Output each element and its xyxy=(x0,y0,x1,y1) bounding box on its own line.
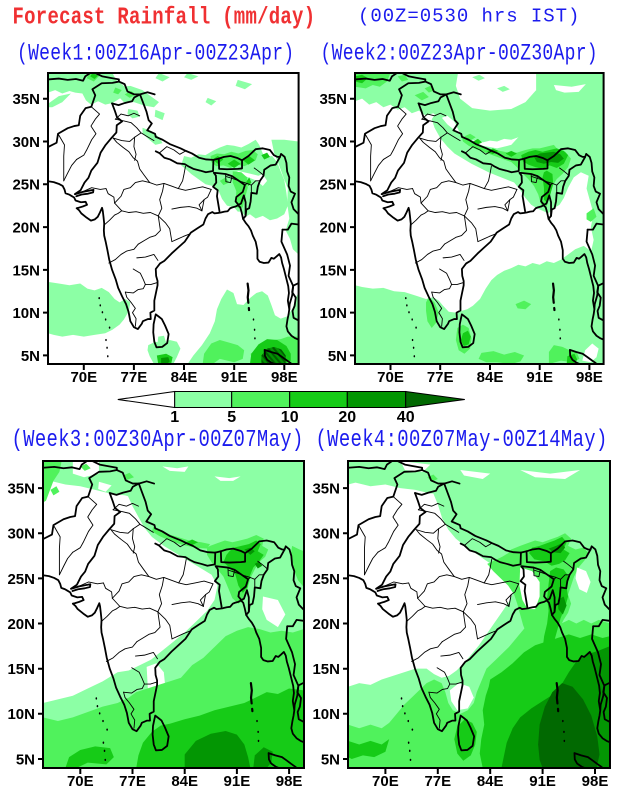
svg-text:5: 5 xyxy=(227,409,236,426)
svg-text:30N: 30N xyxy=(312,526,340,543)
svg-text:91E: 91E xyxy=(529,773,556,790)
svg-text:30N: 30N xyxy=(319,134,347,151)
svg-text:91E: 91E xyxy=(224,773,251,790)
svg-text:77E: 77E xyxy=(119,773,146,790)
svg-text:20N: 20N xyxy=(319,220,347,237)
svg-text:35N: 35N xyxy=(312,481,340,498)
svg-text:10N: 10N xyxy=(12,305,40,322)
svg-text:40: 40 xyxy=(397,409,415,426)
svg-text:15N: 15N xyxy=(319,262,347,279)
svg-text:30N: 30N xyxy=(7,526,35,543)
svg-text:30N: 30N xyxy=(12,134,40,151)
svg-text:10N: 10N xyxy=(7,706,35,723)
svg-text:10: 10 xyxy=(281,409,299,426)
svg-text:77E: 77E xyxy=(424,773,451,790)
svg-text:77E: 77E xyxy=(427,369,454,386)
svg-text:5N: 5N xyxy=(21,348,40,365)
svg-text:15N: 15N xyxy=(312,661,340,678)
svg-text:10N: 10N xyxy=(319,305,347,322)
svg-text:84E: 84E xyxy=(477,773,504,790)
svg-text:Forecast Rainfall (mm/day): Forecast Rainfall (mm/day) xyxy=(13,5,316,32)
svg-text:35N: 35N xyxy=(7,481,35,498)
svg-text:20N: 20N xyxy=(12,220,40,237)
svg-text:98E: 98E xyxy=(276,773,303,790)
svg-text:25N: 25N xyxy=(319,177,347,194)
svg-text:84E: 84E xyxy=(477,369,504,386)
svg-text:84E: 84E xyxy=(171,773,198,790)
svg-text:98E: 98E xyxy=(582,773,609,790)
svg-text:(Week3:00Z30Apr-00Z07May): (Week3:00Z30Apr-00Z07May) xyxy=(12,427,304,454)
svg-text:98E: 98E xyxy=(271,369,298,386)
svg-text:5N: 5N xyxy=(16,751,35,768)
svg-text:35N: 35N xyxy=(319,91,347,108)
svg-text:5N: 5N xyxy=(321,751,340,768)
svg-text:(00Z=0530 hrs IST): (00Z=0530 hrs IST) xyxy=(358,6,580,28)
svg-text:25N: 25N xyxy=(12,177,40,194)
svg-text:91E: 91E xyxy=(526,369,553,386)
svg-text:20N: 20N xyxy=(312,616,340,633)
svg-text:70E: 70E xyxy=(372,773,399,790)
svg-text:(Week2:00Z23Apr-00Z30Apr): (Week2:00Z23Apr-00Z30Apr) xyxy=(321,42,598,68)
svg-text:10N: 10N xyxy=(312,706,340,723)
svg-text:20N: 20N xyxy=(7,616,35,633)
svg-text:91E: 91E xyxy=(221,369,248,386)
svg-text:70E: 70E xyxy=(70,369,97,386)
svg-text:70E: 70E xyxy=(377,369,404,386)
svg-text:84E: 84E xyxy=(171,369,198,386)
svg-text:15N: 15N xyxy=(12,262,40,279)
svg-text:(Week4:00Z07May-00Z14May): (Week4:00Z07May-00Z14May) xyxy=(316,427,608,454)
svg-text:35N: 35N xyxy=(12,91,40,108)
svg-text:1: 1 xyxy=(170,409,179,426)
svg-text:77E: 77E xyxy=(121,369,148,386)
svg-text:15N: 15N xyxy=(7,661,35,678)
svg-text:98E: 98E xyxy=(576,369,603,386)
svg-text:25N: 25N xyxy=(312,571,340,588)
svg-text:25N: 25N xyxy=(7,571,35,588)
svg-text:(Week1:00Z16Apr-00Z23Apr): (Week1:00Z16Apr-00Z23Apr) xyxy=(17,42,294,68)
svg-text:5N: 5N xyxy=(328,348,347,365)
svg-text:20: 20 xyxy=(338,409,356,426)
svg-text:70E: 70E xyxy=(67,773,94,790)
